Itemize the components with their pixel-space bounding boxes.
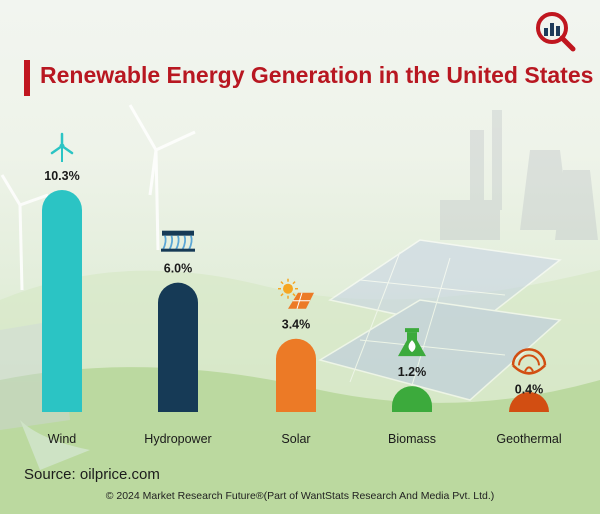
background-solar-array [318, 239, 562, 401]
value-label-geothermal: 0.4% [515, 382, 544, 396]
bar-biomass [392, 386, 432, 412]
logo-bar-1 [544, 28, 548, 36]
solar-panel-icon [278, 278, 314, 309]
wind-turbine-icon [50, 132, 74, 162]
value-label-wind: 10.3% [44, 169, 79, 183]
category-label-biomass: Biomass [388, 432, 436, 446]
background-turbines [0, 104, 196, 291]
logo-bar-2 [550, 23, 554, 36]
copyright-text: © 2024 Market Research Future®(Part of W… [105, 490, 495, 502]
bar-wind [42, 190, 82, 412]
bar-geothermal [509, 392, 549, 412]
value-label-solar: 3.4% [282, 318, 311, 332]
biomass-flask-icon [398, 328, 426, 357]
category-label-wind: Wind [48, 432, 77, 446]
logo-ring [536, 12, 568, 44]
background-field [0, 367, 600, 514]
background-factory [440, 110, 598, 240]
category-label-hydropower: Hydropower [144, 432, 211, 446]
bar-hydropower [158, 282, 198, 412]
hydropower-dam-icon [161, 230, 195, 252]
title-accent-bar [24, 60, 30, 96]
chart-title: Renewable Energy Generation in the Unite… [40, 62, 594, 88]
geothermal-icon [511, 348, 547, 375]
logo-handle [559, 35, 576, 52]
source-text: Source: oilprice.com [24, 466, 160, 483]
value-label-hydropower: 6.0% [164, 262, 193, 276]
category-label-solar: Solar [281, 432, 310, 446]
bar-solar [276, 338, 316, 412]
category-label-geothermal: Geothermal [496, 432, 561, 446]
logo-bar-3 [556, 26, 560, 36]
brand-logo [536, 12, 576, 52]
value-label-biomass: 1.2% [398, 365, 427, 379]
